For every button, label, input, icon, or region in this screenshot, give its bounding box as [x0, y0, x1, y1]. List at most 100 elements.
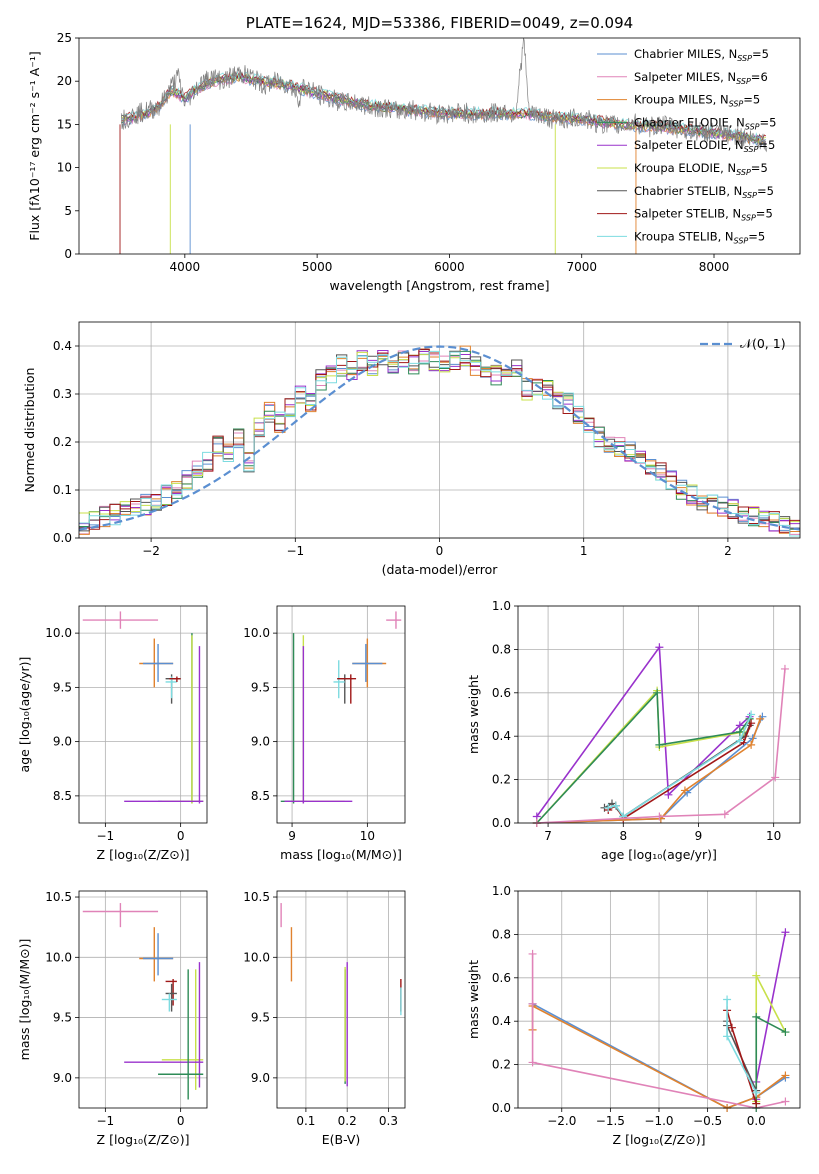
- legend-nssp-value: 5: [753, 93, 760, 107]
- y-tick-label: 9.0: [53, 735, 72, 749]
- y-tick-label: 10.0: [243, 950, 270, 964]
- legend-label: Salpeter STELIB: [634, 207, 725, 221]
- y-tick-label: 15: [57, 117, 72, 131]
- plot-area: [82, 611, 204, 804]
- legend-entry: Kroupa MILES, NSSP=5: [634, 93, 760, 109]
- x-tick-label: 7: [544, 829, 552, 843]
- x-tick-label: −2: [142, 544, 160, 558]
- y-tick-label: 9.0: [53, 1071, 72, 1085]
- series-line: [536, 644, 751, 817]
- data-point-marker: [771, 773, 780, 782]
- y-tick-label: 0.8: [492, 927, 511, 941]
- data-point-marker: [611, 801, 620, 810]
- x-tick-label: 10: [360, 829, 375, 843]
- y-axis-label: mass weight: [466, 960, 481, 1039]
- legend-nssp-subscript: SSP: [736, 77, 751, 86]
- y-tick-label: 1.0: [492, 884, 511, 898]
- legend-nssp-subscript: SSP: [737, 54, 752, 63]
- panel-mass-vs-Z: −1 0 9.0 9.5 10.0 10.5 Z [log₁₀(Z/Z⊙)] mass [lo…: [17, 890, 208, 1147]
- y-tick-label: 0.1: [53, 483, 72, 497]
- legend-nssp-eq: =: [743, 93, 753, 107]
- legend-nssp-eq: =: [757, 184, 767, 198]
- data-point-marker: [723, 1032, 732, 1041]
- data-point-marker: [752, 1012, 761, 1021]
- legend-nssp-prefix: , N: [721, 47, 737, 61]
- y-tick-label: 0.6: [492, 686, 511, 700]
- y-axis-label: mass [log₁₀(M/M⊙)]: [17, 939, 32, 1061]
- x-axis-label: Z [log₁₀(Z/Z⊙)]: [97, 847, 190, 862]
- data-point-marker: [781, 1097, 790, 1106]
- legend-nssp-subscript: SSP: [729, 100, 744, 109]
- y-tick-label: 0.3: [53, 387, 72, 401]
- x-tick-label: 8: [619, 829, 627, 843]
- data-point-marker: [781, 1071, 790, 1080]
- y-tick-label: 0.4: [492, 1014, 511, 1028]
- legend-label: Kroupa MILES: [634, 93, 713, 107]
- data-point-marker: [655, 740, 664, 749]
- y-tick-label: 0.0: [53, 531, 72, 545]
- legend-nssp-value: 5: [769, 115, 776, 129]
- x-tick-label: 5000: [302, 260, 333, 274]
- legend-entry: Chabrier ELODIE, NSSP=5: [634, 115, 776, 131]
- data-point-marker: [752, 971, 761, 980]
- x-axis-label: (data-model)/error: [382, 562, 499, 577]
- y-axis-label: mass weight: [466, 675, 481, 754]
- x-axis-label: E(B-V): [322, 1132, 361, 1147]
- y-tick-label: 0.0: [492, 1101, 511, 1115]
- y-tick-label: 10: [57, 161, 72, 175]
- legend-label: Chabrier STELIB: [634, 184, 726, 198]
- axes-frame: [517, 605, 801, 824]
- y-tick-label: 0.2: [53, 435, 72, 449]
- legend-nssp-eq: =: [758, 138, 768, 152]
- y-tick-label: 9.5: [53, 1011, 72, 1025]
- plot-area: [280, 611, 402, 804]
- x-tick-label: 9: [288, 829, 296, 843]
- series-line: [536, 668, 786, 824]
- legend-nssp-eq: =: [760, 115, 770, 129]
- legend-entry: Kroupa STELIB, NSSP=5: [634, 229, 765, 245]
- y-tick-label: 0.2: [492, 1058, 511, 1072]
- series-line: [607, 722, 752, 820]
- data-point-marker: [756, 714, 765, 723]
- x-axis-label: Z [log₁₀(Z/Z⊙)]: [613, 1132, 706, 1147]
- legend-nssp-eq: =: [752, 47, 762, 61]
- legend-entry: Salpeter STELIB, NSSP=5: [634, 207, 773, 223]
- axes-frame: [517, 890, 801, 1109]
- data-point-marker: [781, 928, 790, 937]
- legend-nssp-subscript: SSP: [744, 145, 759, 154]
- axes-frame: [276, 890, 406, 1109]
- legend-nssp-prefix: , N: [725, 207, 741, 221]
- y-tick-label: 0.2: [492, 773, 511, 787]
- data-point-marker: [528, 1058, 537, 1067]
- x-tick-label: 0.3: [379, 1114, 398, 1128]
- series-line: [608, 714, 752, 818]
- x-tick-label: 4000: [170, 260, 201, 274]
- y-tick-label: 0.4: [53, 339, 72, 353]
- data-point-marker: [780, 664, 789, 673]
- axes-frame: [78, 605, 208, 824]
- x-tick-label: 0.1: [296, 1114, 315, 1128]
- data-point-marker: [528, 999, 537, 1008]
- legend-label: Chabrier MILES: [634, 47, 721, 61]
- x-tick-label: 8000: [699, 260, 730, 274]
- legend-nssp-prefix: , N: [718, 229, 734, 243]
- y-tick-label: 10.0: [45, 626, 72, 640]
- data-point-marker: [723, 995, 732, 1004]
- data-spectrum-line: [120, 37, 768, 153]
- legend-nssp-value: 6: [760, 70, 767, 84]
- x-tick-label: −1: [97, 1114, 115, 1128]
- panel-mass-weight-vs-age: 7 8 9 10 0.0 0.2 0.4 0.6 0.8 1.0 age [log₁₀(age/yr…: [466, 599, 801, 862]
- series-line: [755, 975, 787, 1102]
- normal-curve: [78, 345, 801, 531]
- x-axis-label: Z [log₁₀(Z/Z⊙)]: [97, 1132, 190, 1147]
- x-tick-label: 0.2: [338, 1114, 357, 1128]
- data-point-marker: [655, 812, 664, 821]
- legend-nssp-subscript: SSP: [745, 122, 760, 131]
- axes-frame: [276, 605, 406, 824]
- y-tick-label: 20: [57, 74, 72, 88]
- axes-frame: [78, 321, 801, 539]
- y-tick-label: 0: [64, 247, 72, 261]
- y-tick-label: 25: [57, 31, 72, 45]
- series-line: [755, 932, 787, 1100]
